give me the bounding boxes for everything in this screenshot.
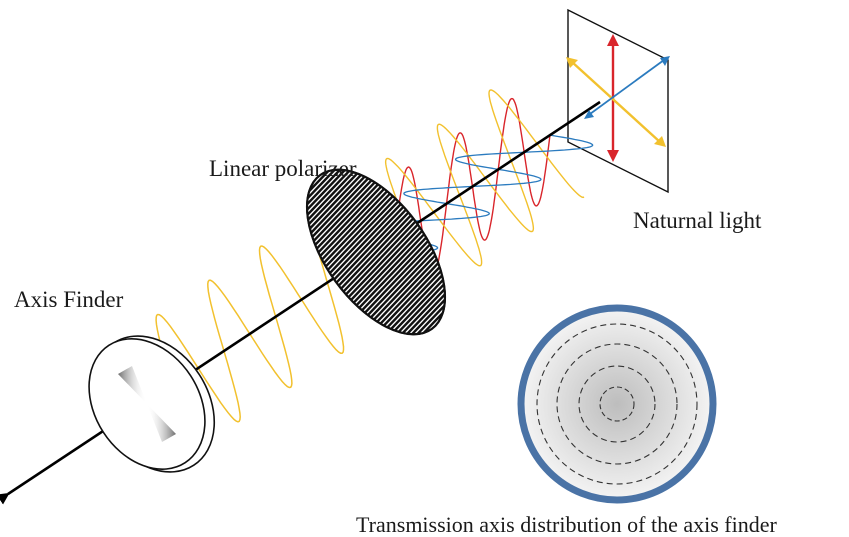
polarizer-stripe — [279, 145, 473, 359]
linear-polarizer-label: Linear polarizer — [209, 156, 357, 181]
polarizer-stripe — [279, 145, 473, 359]
natural-light-label: Naturnal light — [633, 208, 762, 233]
axis-finder-disk — [88, 335, 216, 473]
axis-finder-label: Axis Finder — [14, 287, 124, 312]
polarizer-stripe — [279, 145, 473, 359]
polarizer-stripe — [279, 145, 473, 359]
polarizer-stripe — [279, 145, 473, 359]
transmission-distribution-circle — [517, 304, 717, 504]
polarizer-stripe — [279, 145, 473, 359]
polarizer-stripe — [279, 145, 473, 359]
polarizer-stripe — [279, 145, 473, 359]
natural-light-plane — [567, 8, 669, 194]
natural-light-arrows — [566, 34, 670, 162]
polarizer-stripe — [279, 145, 473, 359]
transmission-distribution-label: Transmission axis distribution of the ax… — [356, 512, 777, 537]
polarizer-stripe — [279, 145, 473, 359]
red-wave — [378, 97, 551, 310]
polarizer-stripe — [279, 145, 473, 359]
